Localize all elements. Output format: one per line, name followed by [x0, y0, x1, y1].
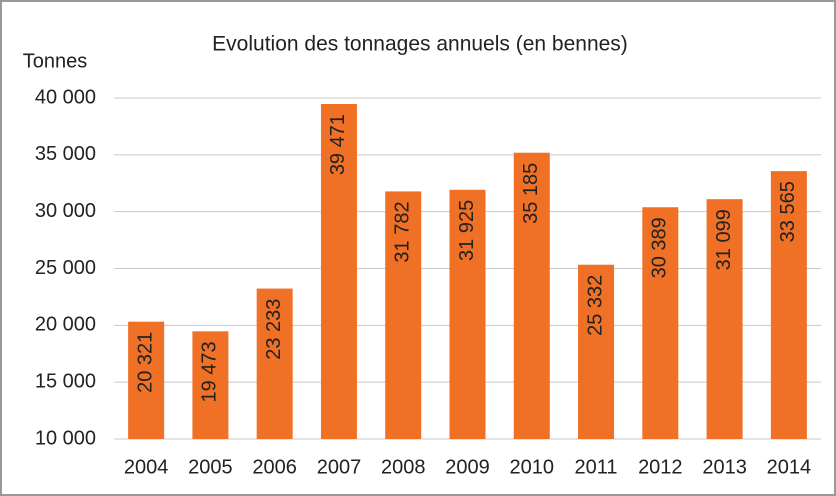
bar — [192, 331, 229, 439]
y-tick-label: 35 000 — [35, 143, 96, 165]
x-tick-label: 2008 — [381, 456, 426, 478]
x-tick-label: 2004 — [124, 456, 169, 478]
bar — [385, 191, 422, 439]
y-axis-label: Tonnes — [23, 50, 88, 72]
x-tick-label: 2010 — [510, 456, 555, 478]
bar — [128, 321, 165, 439]
x-tick-label: 2011 — [575, 456, 618, 478]
value-label: 23 233 — [263, 299, 285, 360]
bar — [578, 264, 615, 439]
value-label: 30 389 — [649, 217, 671, 278]
x-tick-label: 2014 — [767, 456, 812, 478]
chart-title: Evolution des tonnages annuels (en benne… — [212, 33, 628, 56]
value-label: 35 185 — [520, 163, 542, 224]
value-label: 31 925 — [456, 200, 478, 261]
x-tick-label: 2006 — [252, 456, 297, 478]
y-tick-label: 20 000 — [35, 314, 96, 336]
value-label: 33 565 — [777, 181, 799, 242]
value-label: 31 099 — [713, 209, 735, 270]
value-label: 39 471 — [327, 114, 349, 175]
bar — [256, 288, 293, 439]
value-label: 25 332 — [584, 275, 606, 336]
y-tick-label: 25 000 — [35, 257, 96, 279]
bar — [449, 189, 486, 439]
bar — [770, 171, 807, 439]
bar — [642, 207, 679, 439]
value-label: 31 782 — [392, 201, 414, 262]
x-tick-label: 2005 — [188, 456, 233, 478]
bar — [706, 199, 743, 439]
y-tick-label: 10 000 — [35, 427, 96, 449]
x-tick-label: 2007 — [317, 456, 362, 478]
bar — [320, 104, 357, 439]
value-label: 19 473 — [199, 341, 221, 402]
x-tick-label: 2013 — [702, 456, 747, 478]
y-tick-label: 30 000 — [35, 200, 96, 222]
x-tick-label: 2012 — [638, 456, 683, 478]
x-tick-label: 2009 — [445, 456, 490, 478]
y-tick-label: 15 000 — [35, 370, 96, 392]
y-tick-label: 40 000 — [35, 86, 96, 108]
bar — [513, 152, 550, 439]
value-label: 20 321 — [134, 332, 156, 393]
